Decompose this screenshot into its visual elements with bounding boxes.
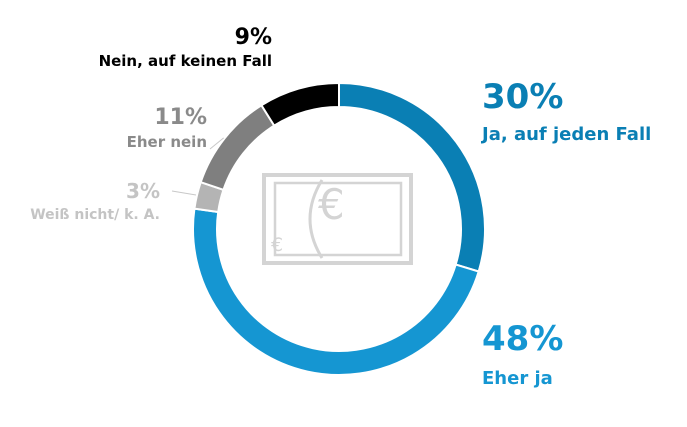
category-label-nein-auf-keinen-fall: Nein, auf keinen Fall (99, 52, 272, 70)
leader-line-wei-nicht-k-a (171, 190, 197, 196)
category-label-wei-nicht-k-a: Weiß nicht/ k. A. (30, 207, 160, 223)
value-label-ja-auf-jeden-fall: 30% (482, 77, 563, 117)
category-label-eher-nein: Eher nein (127, 133, 207, 151)
value-label-eher-nein: 11% (154, 105, 207, 130)
leader-lines (171, 137, 224, 196)
leader-line-eher-nein (209, 137, 224, 150)
category-label-ja-auf-jeden-fall: Ja, auf jeden Fall (480, 124, 651, 145)
value-label-nein-auf-keinen-fall: 9% (235, 25, 272, 50)
slice-labels: 30% Ja, auf jeden Fall 48% Eher ja 3% Weiß ni… (30, 25, 651, 389)
category-label-eher-ja: Eher ja (482, 368, 553, 389)
svg-text:€: € (318, 180, 345, 229)
slice-eher-ja (192, 207, 480, 376)
euro-banknote-icon: € € (262, 173, 413, 265)
svg-text:€: € (271, 234, 283, 256)
slice-nein-auf-keinen-fall (260, 81, 340, 128)
donut-slices (192, 81, 486, 376)
value-label-eher-ja: 48% (482, 319, 563, 359)
value-label-wei-nicht-k-a: 3% (126, 179, 160, 203)
